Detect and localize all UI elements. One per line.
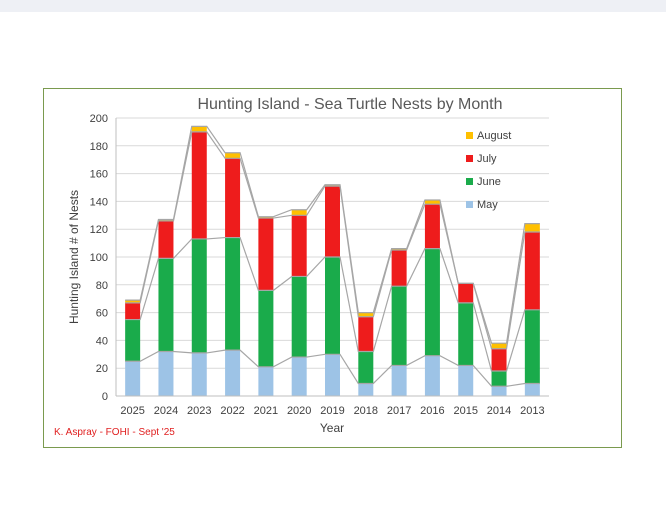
bar-july-2022 (225, 158, 241, 238)
bar-august-2025 (125, 300, 141, 303)
bar-july-2021 (258, 218, 274, 291)
bar-august-2019 (325, 184, 340, 187)
bar-july-2020 (291, 215, 307, 277)
y-axis-title: Hunting Island # of Nests (67, 190, 81, 324)
legend-label-june: June (477, 176, 501, 188)
bar-august-2023 (191, 126, 207, 132)
bar-may-2025 (125, 361, 141, 396)
x-tick-label: 2019 (320, 405, 344, 417)
bar-june-2018 (358, 351, 374, 384)
bar-august-2017 (391, 248, 407, 251)
x-axis-title: Year (320, 421, 344, 435)
bar-june-2016 (424, 248, 440, 356)
legend-label-july: July (477, 153, 497, 165)
bar-july-2018 (358, 316, 374, 352)
bar-july-2025 (125, 302, 141, 320)
y-tick-label: 100 (90, 252, 108, 264)
bar-june-2021 (258, 290, 274, 367)
bar-august-2024 (158, 219, 174, 221)
bar-may-2020 (291, 357, 307, 396)
legend-label-may: May (477, 199, 498, 211)
bar-june-2020 (291, 276, 307, 358)
bar-july-2024 (158, 220, 174, 259)
bar-june-2019 (325, 257, 340, 355)
x-tick-label: 2023 (187, 405, 211, 417)
bar-may-2017 (391, 365, 407, 396)
bar-july-2016 (424, 204, 440, 249)
series-line-june (125, 236, 540, 372)
series-line-august (125, 125, 540, 344)
y-tick-label: 60 (96, 308, 108, 320)
legend-swatch-may (466, 201, 473, 208)
bar-may-2024 (158, 351, 174, 396)
bar-june-2025 (125, 319, 141, 362)
viewer-top-bar (0, 0, 666, 12)
bar-august-2022 (225, 152, 241, 159)
bar-may-2015 (458, 365, 474, 396)
bar-may-2018 (358, 383, 374, 396)
x-tick-label: 2025 (120, 405, 144, 417)
chart-title: Hunting Island - Sea Turtle Nests by Mon… (197, 96, 502, 113)
y-tick-label: 160 (90, 169, 108, 181)
bar-july-2023 (191, 131, 207, 239)
series-line-may (125, 349, 540, 387)
bar-may-2022 (225, 350, 241, 396)
y-tick-label: 180 (90, 141, 108, 153)
bar-may-2023 (191, 352, 207, 396)
credit-text: K. Aspray - FOHI - Sept '25 (54, 427, 175, 438)
bar-july-2019 (325, 186, 340, 257)
y-tick-label: 0 (102, 391, 108, 403)
x-tick-label: 2015 (453, 405, 477, 417)
legend-label-august: August (477, 130, 511, 142)
y-tick-label: 40 (96, 335, 108, 347)
x-tick-label: 2017 (387, 405, 411, 417)
bar-july-2013 (524, 231, 540, 310)
bar-august-2014 (491, 343, 507, 349)
bar-may-2016 (424, 355, 440, 396)
legend-swatch-july (466, 155, 473, 162)
bar-may-2019 (325, 354, 340, 396)
bar-may-2014 (491, 386, 507, 396)
x-tick-label: 2020 (287, 405, 311, 417)
x-tick-label: 2021 (254, 405, 278, 417)
x-tick-label: 2016 (420, 405, 444, 417)
x-tick-label: 2024 (154, 405, 178, 417)
bar-june-2013 (524, 309, 540, 384)
legend-swatch-august (466, 132, 473, 139)
bar-july-2015 (458, 283, 474, 303)
bar-july-2014 (491, 348, 507, 371)
x-tick-label: 2013 (520, 405, 544, 417)
legend-swatch-june (466, 178, 473, 185)
y-tick-label: 80 (96, 280, 108, 292)
bar-august-2018 (358, 312, 374, 317)
bar-june-2015 (458, 302, 474, 366)
bar-june-2022 (225, 237, 241, 351)
x-tick-label: 2018 (354, 405, 378, 417)
bar-june-2024 (158, 258, 174, 352)
bar-may-2021 (258, 366, 274, 396)
bar-may-2013 (524, 383, 540, 396)
bar-august-2013 (524, 223, 540, 232)
bar-june-2023 (191, 238, 207, 353)
bar-august-2016 (424, 200, 440, 205)
y-tick-label: 200 (90, 113, 108, 125)
bar-june-2017 (391, 286, 407, 366)
bar-june-2014 (491, 370, 507, 387)
y-tick-label: 140 (90, 196, 108, 208)
x-tick-label: 2022 (220, 405, 244, 417)
y-tick-label: 20 (96, 363, 108, 375)
y-tick-label: 120 (90, 224, 108, 236)
bar-july-2017 (391, 250, 407, 287)
x-tick-label: 2014 (487, 405, 511, 417)
bar-august-2020 (291, 209, 307, 216)
bar-august-2021 (258, 216, 274, 219)
